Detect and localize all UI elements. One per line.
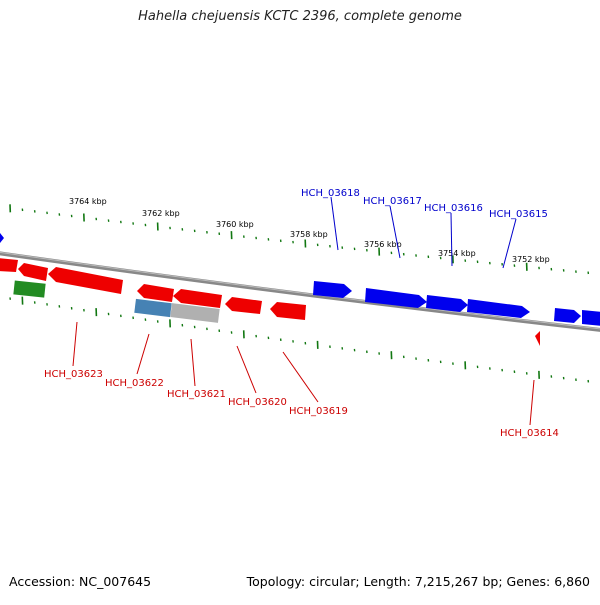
reverse-gene-arrow[interactable] (48, 267, 123, 294)
kbp-label: 3756 kbp (364, 240, 402, 249)
kbp-label: 3760 kbp (216, 220, 254, 229)
callout-line (283, 352, 318, 402)
gene-label[interactable]: HCH_03620 (228, 397, 287, 408)
callout-line (137, 334, 149, 374)
forward-gene-arrow[interactable] (313, 281, 352, 298)
reverse-gene-arrow[interactable] (137, 284, 174, 302)
gene-label[interactable]: HCH_03615 (489, 209, 548, 220)
forward-strand-genes (313, 281, 600, 326)
callout-line (331, 197, 338, 250)
callout-line (530, 380, 534, 425)
callout-line (390, 206, 400, 258)
gene-label[interactable]: HCH_03618 (301, 188, 360, 199)
reverse-gene-arrow[interactable] (535, 331, 540, 346)
reverse-gene-arrow[interactable] (270, 302, 306, 320)
gene-label[interactable]: HCH_03616 (424, 203, 483, 214)
kbp-label: 3758 kbp (290, 230, 328, 239)
forward-gene-arrow[interactable] (554, 308, 581, 323)
accession-text: Accession: NC_007645 (9, 574, 151, 589)
reverse-gene-arrow[interactable] (225, 297, 262, 314)
rna-gene[interactable] (13, 280, 45, 297)
gene-label[interactable]: HCH_03617 (363, 196, 422, 207)
kbp-label: 3762 kbp (142, 209, 180, 218)
kbp-label: 3752 kbp (512, 255, 550, 264)
forward-gene-arrow[interactable] (0, 233, 4, 243)
gene-label[interactable]: HCH_03619 (289, 406, 348, 417)
reverse-gene-arrow[interactable] (0, 258, 18, 272)
gene-label[interactable]: HCH_03623 (44, 369, 103, 380)
map-title: Hahella chejuensis KCTC 2396, complete g… (0, 9, 600, 24)
topology-text: Topology: circular; Length: 7,215,267 bp… (247, 574, 590, 589)
reverse-gene-arrow[interactable] (18, 263, 48, 281)
gene-label[interactable]: HCH_03614 (500, 428, 559, 439)
kbp-label: 3754 kbp (438, 249, 476, 258)
gene-label[interactable]: HCH_03622 (105, 378, 164, 389)
forward-gene-arrow[interactable] (582, 310, 600, 326)
callout-line (451, 213, 452, 266)
gene-label[interactable]: HCH_03621 (167, 389, 226, 400)
callout-line (191, 339, 195, 386)
kbp-label: 3764 kbp (69, 197, 107, 206)
callout-line (73, 322, 77, 366)
callout-line (237, 346, 256, 393)
selected-gene[interactable] (134, 299, 171, 317)
